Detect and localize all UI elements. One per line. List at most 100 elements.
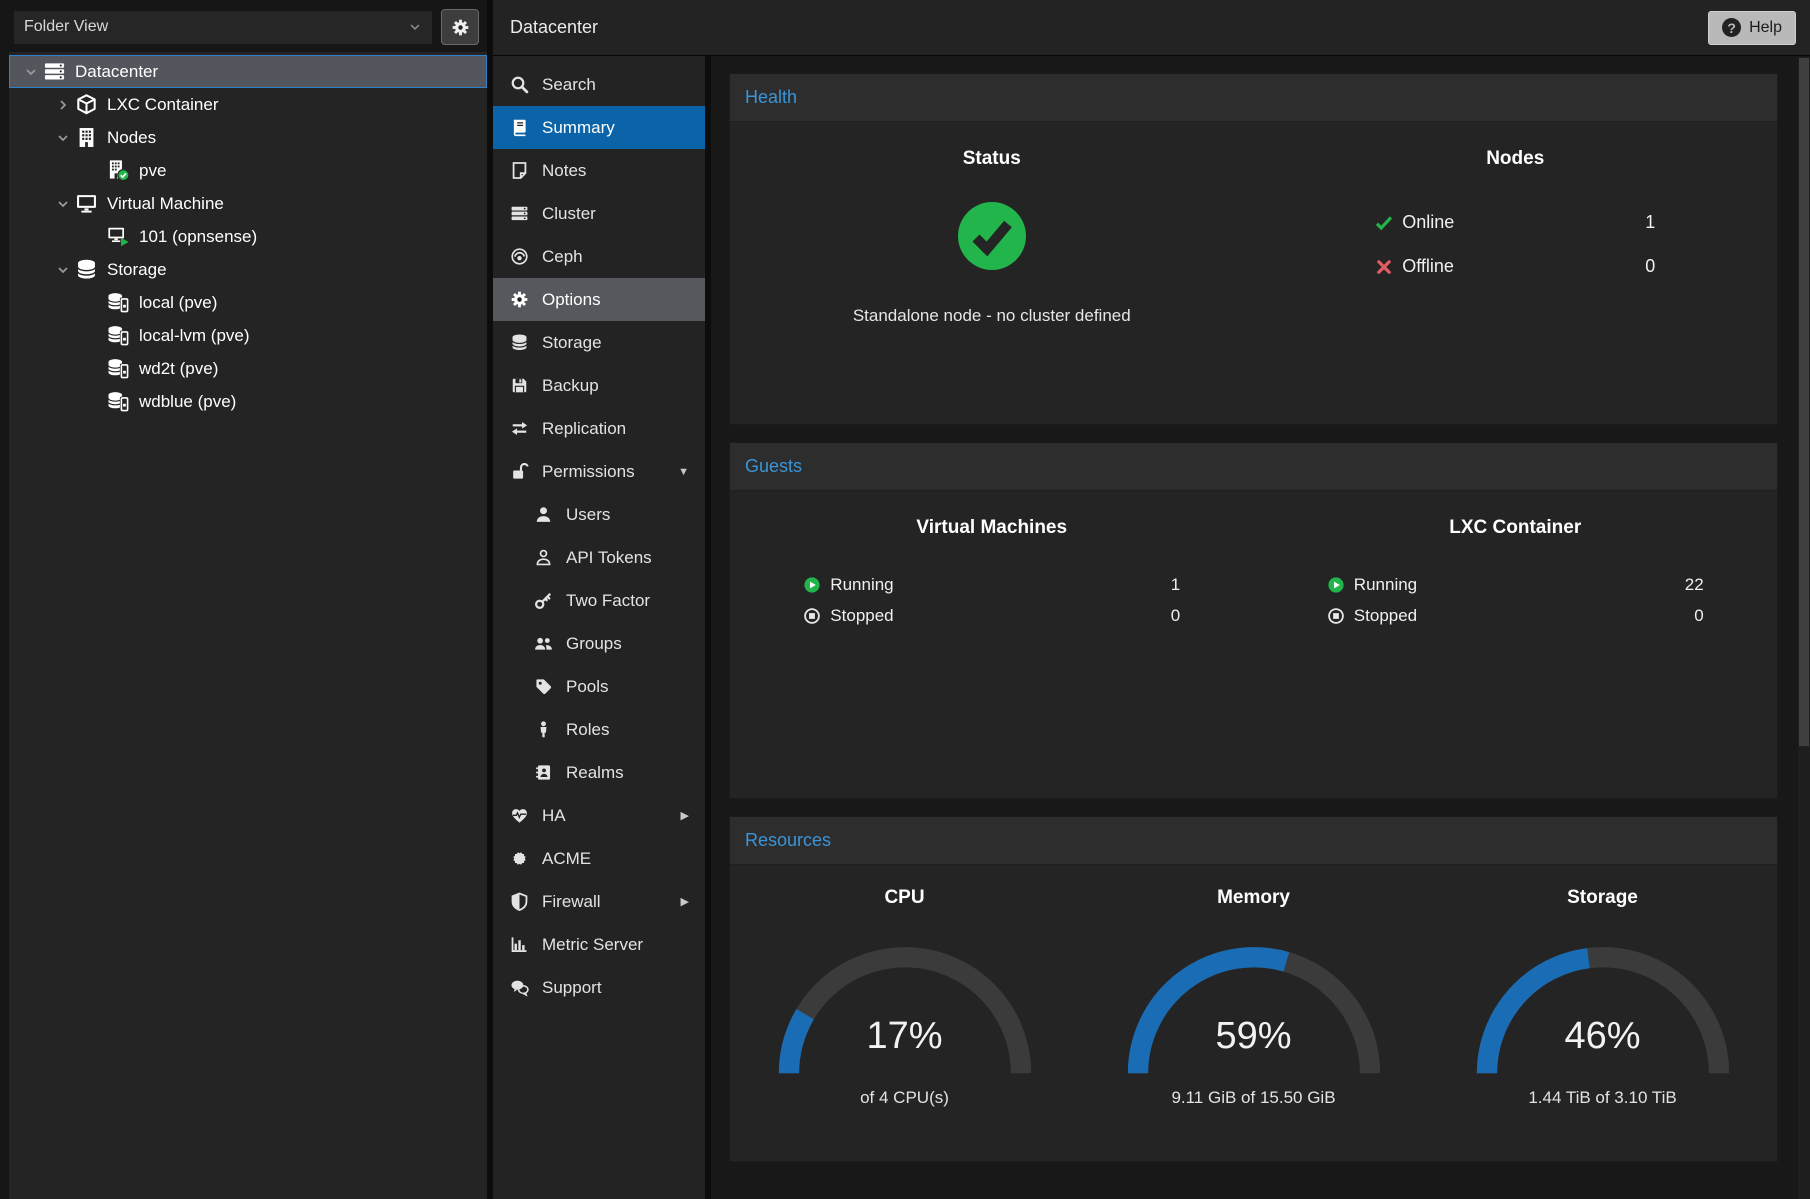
cpu-gauge: 17%	[760, 931, 1050, 1085]
tree-item-wd2t-pve[interactable]: wd2t (pve)	[9, 352, 487, 385]
health-panel-title: Health	[730, 74, 1777, 122]
tree-item-storage[interactable]: Storage	[9, 253, 487, 286]
nav-item-ceph[interactable]: Ceph	[493, 235, 705, 278]
database-icon	[75, 258, 98, 281]
resource-tree: Datacenter LXC Container Nodes pve Virtual M…	[9, 52, 487, 1199]
storage-drive-icon	[107, 357, 130, 380]
tree-item-label: local (pve)	[139, 292, 218, 312]
nav-item-permissions[interactable]: Permissions ▼	[493, 450, 705, 493]
splitter[interactable]	[705, 56, 711, 1199]
virtual-machines-column: Virtual Machines Running 1 Stopped 0	[730, 517, 1254, 798]
nav-item-ha[interactable]: HA ▶	[493, 794, 705, 837]
datacenter-nav: Search Summary Notes Cluster Ceph Options Stor…	[493, 56, 705, 1199]
nav-item-two-factor[interactable]: Two Factor	[493, 579, 705, 622]
caret-down-icon[interactable]	[51, 264, 75, 276]
scrollbar-thumb[interactable]	[1799, 58, 1809, 746]
nav-item-options[interactable]: Options	[493, 278, 705, 321]
help-button[interactable]: ? Help	[1708, 10, 1796, 45]
gauge-sublabel: 9.11 GiB of 15.50 GiB	[1171, 1088, 1336, 1107]
tag-icon	[534, 677, 553, 696]
gauge-sublabel: of 4 CPU(s)	[860, 1088, 949, 1107]
splitter[interactable]	[487, 0, 493, 1199]
guests-column-heading: Virtual Machines	[916, 517, 1068, 538]
nav-item-label: Firewall	[542, 891, 601, 911]
nav-item-pools[interactable]: Pools	[493, 665, 705, 708]
building-icon	[75, 126, 98, 149]
storage-drive-icon	[107, 390, 130, 413]
tree-item-label: 101 (opnsense)	[139, 226, 258, 246]
nav-item-label: Options	[542, 289, 601, 309]
tree-item-label: local-lvm (pve)	[139, 325, 250, 345]
row-label: Stopped	[830, 605, 894, 625]
server-stack-icon	[43, 60, 66, 83]
tree-item-datacenter[interactable]: Datacenter	[9, 55, 487, 88]
nav-item-search[interactable]: Search	[493, 63, 705, 106]
nav-item-label: Search	[542, 74, 596, 94]
nav-item-storage[interactable]: Storage	[493, 321, 705, 364]
tree-item-pve[interactable]: pve	[9, 154, 487, 187]
nav-item-groups[interactable]: Groups	[493, 622, 705, 665]
gauge-heading: CPU	[884, 887, 925, 908]
expand-arrow-right-icon[interactable]: ▶	[680, 896, 689, 908]
ceph-icon	[510, 247, 529, 266]
offline-row: Offline 0	[1375, 256, 1655, 277]
tree-item-nodes[interactable]: Nodes	[9, 121, 487, 154]
stopped-row: Stopped 0	[803, 600, 1180, 631]
tree-item-label: pve	[139, 160, 167, 180]
caret-down-icon[interactable]	[51, 198, 75, 210]
nav-item-firewall[interactable]: Firewall ▶	[493, 880, 705, 923]
gear-icon	[451, 18, 470, 37]
help-button-label: Help	[1749, 18, 1782, 36]
gauge-percent-label: 59%	[1215, 1015, 1292, 1057]
tree-item-local-pve[interactable]: local (pve)	[9, 286, 487, 319]
cpu-gauge-column: CPU 17% of 4 CPU(s)	[730, 887, 1079, 1161]
tree-item-lxc-container[interactable]: LXC Container	[9, 88, 487, 121]
nav-item-support[interactable]: Support	[493, 966, 705, 1009]
nav-item-acme[interactable]: ACME	[493, 837, 705, 880]
row-value: 22	[1684, 574, 1704, 594]
nodes-heading: Nodes	[1486, 148, 1545, 169]
nav-item-realms[interactable]: Realms	[493, 751, 705, 794]
chevron-down-icon	[408, 20, 422, 34]
nav-item-roles[interactable]: Roles	[493, 708, 705, 751]
row-label: Running	[1353, 574, 1418, 594]
nav-item-api-tokens[interactable]: API Tokens	[493, 536, 705, 579]
users-icon	[534, 634, 553, 653]
tree-settings-button[interactable]	[441, 9, 479, 45]
gear-icon	[510, 290, 529, 309]
tree-item-wdblue-pve[interactable]: wdblue (pve)	[9, 385, 487, 418]
vertical-scrollbar[interactable]	[1798, 57, 1810, 1199]
tree-item-virtual-machine[interactable]: Virtual Machine	[9, 187, 487, 220]
status-message: Standalone node - no cluster defined	[852, 306, 1131, 325]
nav-item-users[interactable]: Users	[493, 493, 705, 536]
caret-down-icon[interactable]	[19, 66, 43, 78]
nav-item-backup[interactable]: Backup	[493, 364, 705, 407]
stop-circle-icon	[1327, 607, 1345, 625]
chart-bar-icon	[510, 935, 529, 954]
expand-arrow-right-icon[interactable]: ▶	[680, 810, 689, 822]
caret-down-icon[interactable]	[51, 132, 75, 144]
tree-item-101-opnsense[interactable]: 101 (opnsense)	[9, 220, 487, 253]
nodes-status-column: Nodes Online 1 Offline 0	[1254, 148, 1778, 394]
nav-item-label: Realms	[566, 762, 624, 782]
view-mode-select[interactable]: Folder View	[13, 9, 433, 45]
check-icon	[1375, 214, 1393, 232]
resource-tree-panel: Folder View Datacenter LXC Container Nodes…	[0, 0, 487, 1199]
nav-item-label: ACME	[542, 848, 592, 868]
memory-gauge: 59%	[1109, 931, 1399, 1085]
tree-item-label: wd2t (pve)	[139, 358, 219, 378]
nav-item-replication[interactable]: Replication	[493, 407, 705, 450]
expand-arrow-down-icon[interactable]: ▼	[678, 465, 689, 478]
nav-item-summary[interactable]: Summary	[493, 106, 705, 149]
caret-right-icon[interactable]	[51, 99, 75, 111]
nav-item-cluster[interactable]: Cluster	[493, 192, 705, 235]
tree-item-label: Datacenter	[75, 61, 159, 81]
note-icon	[510, 161, 529, 180]
tree-item-local-lvm-pve[interactable]: local-lvm (pve)	[9, 319, 487, 352]
nav-item-metric-server[interactable]: Metric Server	[493, 923, 705, 966]
cube-icon	[75, 93, 98, 116]
row-label: Online	[1402, 212, 1455, 232]
resources-panel-title: Resources	[730, 817, 1777, 865]
row-label: Offline	[1402, 256, 1454, 276]
nav-item-notes[interactable]: Notes	[493, 149, 705, 192]
